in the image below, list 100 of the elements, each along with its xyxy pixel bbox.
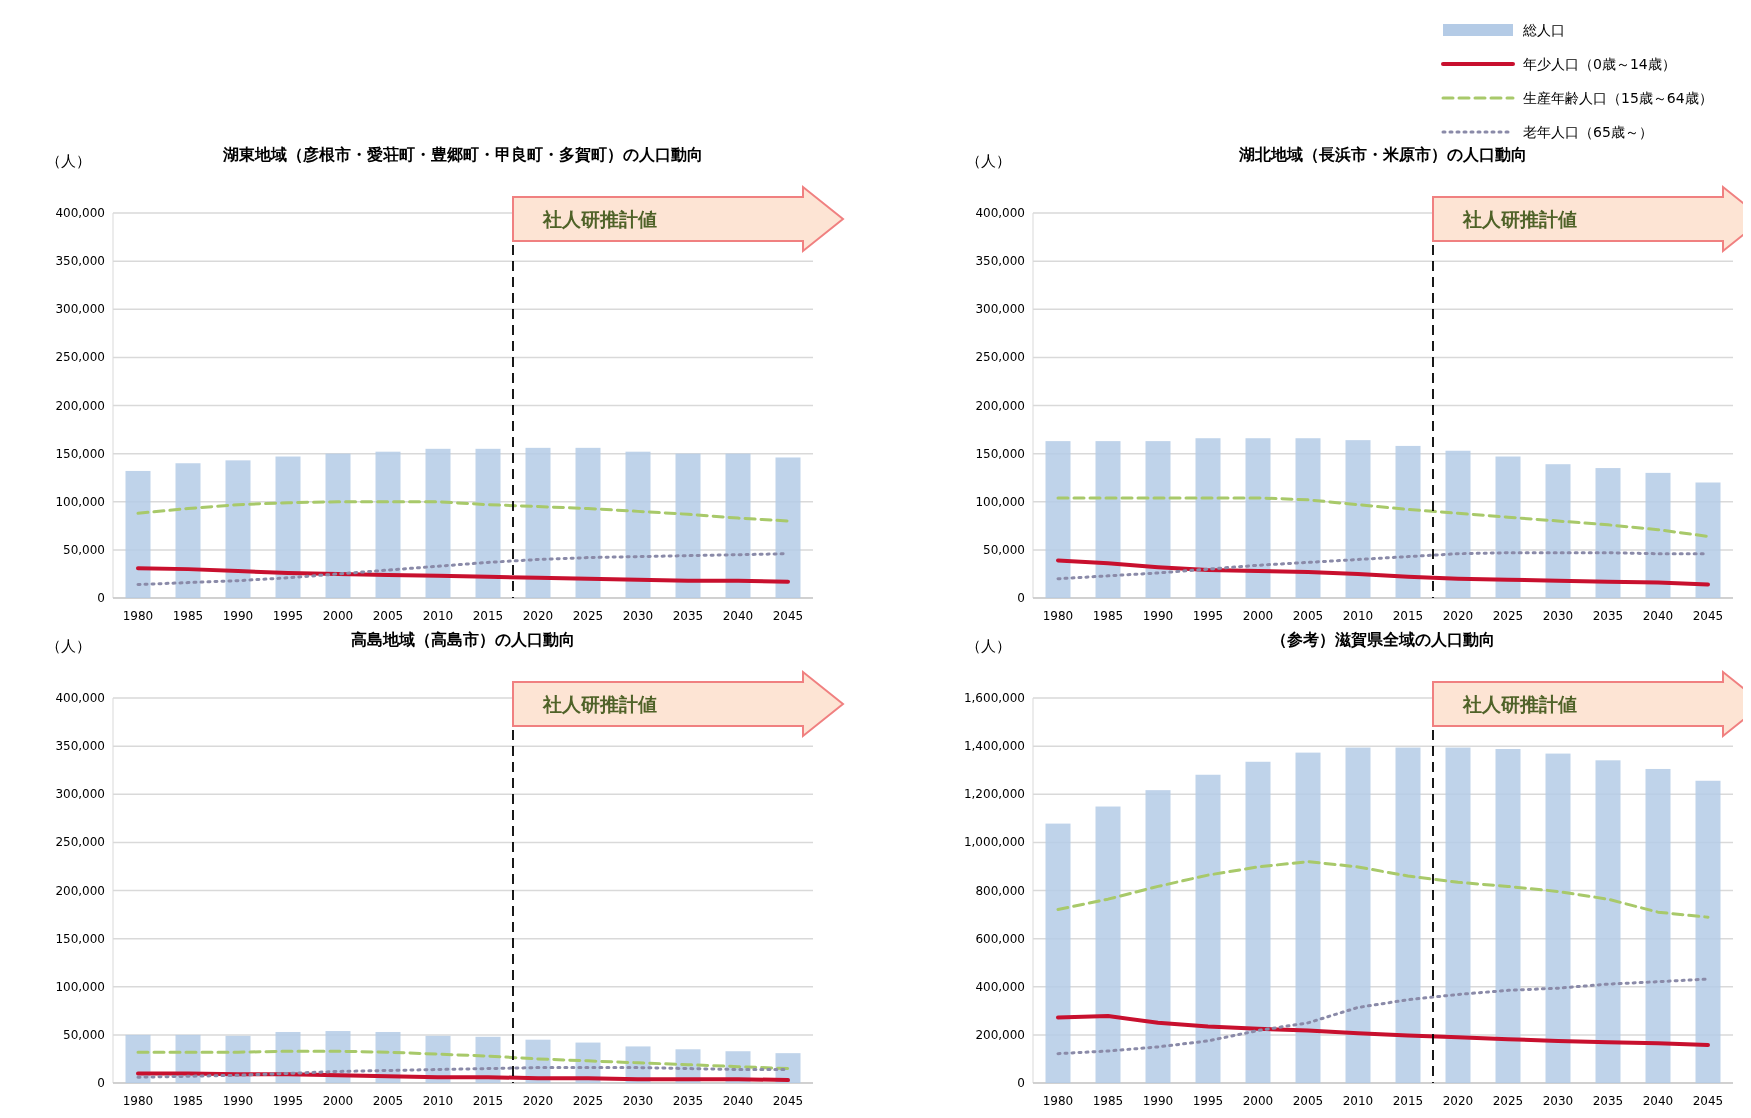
x-tick-label: 1990 <box>1142 609 1174 623</box>
x-tick-label: 2030 <box>1542 1094 1574 1108</box>
bar <box>125 470 151 598</box>
x-tick-label: 2040 <box>722 1094 754 1108</box>
bar <box>575 447 601 598</box>
x-tick-label: 2035 <box>672 1094 704 1108</box>
y-tick-label: 250,000 <box>55 350 105 365</box>
bar <box>1245 438 1271 598</box>
y-tick-label: 250,000 <box>55 835 105 850</box>
x-tick-label: 2010 <box>422 609 454 623</box>
line-series <box>1056 1014 1710 1047</box>
bar <box>1195 774 1221 1083</box>
y-axis-title: （人） <box>45 637 91 655</box>
x-tick-label: 2005 <box>1292 609 1324 623</box>
y-tick-label: 300,000 <box>55 787 105 802</box>
x-tick-label: 2040 <box>1642 609 1674 623</box>
y-tick-label: 350,000 <box>55 739 105 754</box>
x-tick-label: 2005 <box>1292 1094 1324 1108</box>
bar <box>1145 790 1171 1083</box>
line-series <box>136 1071 790 1083</box>
x-tick-label: 2020 <box>1442 1094 1474 1108</box>
x-tick-label: 2000 <box>322 609 354 623</box>
bar <box>175 463 201 598</box>
bar <box>1345 440 1371 598</box>
legend-label: 総人口 <box>1522 22 1565 38</box>
y-tick-label: 150,000 <box>55 446 105 461</box>
y-tick-label: 400,000 <box>975 206 1025 220</box>
ref-line-label: 社人研推計値 <box>1462 208 1577 230</box>
x-tick-label: 2000 <box>1242 1094 1274 1108</box>
bar <box>1695 482 1721 598</box>
x-tick-label: 1985 <box>1092 609 1124 623</box>
line-series <box>136 1049 790 1071</box>
legend-label: 年少人口（0歳～14歳） <box>1523 56 1676 72</box>
bar <box>425 448 451 598</box>
x-tick-label: 2040 <box>1642 1094 1674 1108</box>
bar <box>1295 438 1321 598</box>
x-tick-label: 2030 <box>622 1094 654 1108</box>
x-tick-label: 2000 <box>322 1094 354 1108</box>
x-tick-label: 2025 <box>572 1094 604 1108</box>
bar <box>725 453 751 598</box>
y-tick-label: 300,000 <box>975 302 1025 317</box>
bar <box>1395 445 1421 598</box>
y-tick-label: 0 <box>1017 1076 1025 1090</box>
x-tick-label: 1980 <box>122 1094 154 1108</box>
bar <box>1395 747 1421 1083</box>
x-tick-label: 2015 <box>1392 1094 1424 1108</box>
bar <box>775 457 801 598</box>
y-tick-label: 400,000 <box>975 979 1025 994</box>
x-tick-label: 2025 <box>572 609 604 623</box>
y-tick-label: 1,200,000 <box>963 787 1025 802</box>
chart-title: （参考）滋賀県全域の人口動向 <box>1271 630 1495 649</box>
y-tick-label: 200,000 <box>975 1027 1025 1042</box>
x-tick-label: 1985 <box>1092 1094 1124 1108</box>
y-tick-label: 350,000 <box>55 254 105 269</box>
x-tick-label: 2010 <box>1342 609 1374 623</box>
bar <box>1195 438 1221 598</box>
bar <box>1045 441 1071 598</box>
x-tick-label: 2045 <box>1692 609 1724 623</box>
x-tick-label: 2030 <box>1542 609 1574 623</box>
x-tick-label: 2040 <box>722 609 754 623</box>
y-tick-label: 250,000 <box>975 350 1025 365</box>
y-tick-label: 400,000 <box>55 206 105 220</box>
legend-label: 老年人口（65歳～） <box>1523 124 1653 140</box>
bar <box>525 447 551 598</box>
x-tick-label: 2015 <box>472 1094 504 1108</box>
bar <box>1495 749 1521 1083</box>
x-tick-label: 1990 <box>222 1094 254 1108</box>
bar <box>1645 472 1671 598</box>
bar <box>1595 468 1621 598</box>
x-tick-label: 1990 <box>222 609 254 623</box>
bar <box>475 448 501 598</box>
x-tick-label: 2020 <box>1442 609 1474 623</box>
y-tick-label: 50,000 <box>63 542 105 557</box>
x-tick-label: 1985 <box>172 609 204 623</box>
bar <box>1695 780 1721 1083</box>
x-tick-label: 2010 <box>1342 1094 1374 1108</box>
chart-title: 湖北地域（長浜市・米原市）の人口動向 <box>1238 145 1527 164</box>
line-series <box>1056 496 1710 538</box>
x-tick-label: 2045 <box>772 1094 804 1108</box>
x-tick-label: 1980 <box>1042 1094 1074 1108</box>
x-tick-label: 2005 <box>372 1094 404 1108</box>
bar <box>375 451 401 598</box>
bar <box>225 460 251 598</box>
x-tick-label: 2030 <box>622 609 654 623</box>
x-tick-label: 1980 <box>122 609 154 623</box>
ref-line-label: 社人研推計値 <box>542 208 657 230</box>
ref-line-label: 社人研推計値 <box>1462 693 1577 715</box>
bar <box>1645 768 1671 1083</box>
y-tick-label: 600,000 <box>975 931 1025 946</box>
bar <box>1445 747 1471 1083</box>
y-tick-label: 800,000 <box>975 883 1025 898</box>
bar <box>1545 464 1571 598</box>
y-axis-title: （人） <box>45 152 91 170</box>
y-tick-label: 0 <box>1017 591 1025 605</box>
x-tick-label: 2045 <box>772 609 804 623</box>
bar <box>1445 450 1471 598</box>
line-series <box>1056 558 1710 587</box>
bar <box>1295 752 1321 1083</box>
x-tick-label: 2045 <box>1692 1094 1724 1108</box>
y-tick-label: 200,000 <box>975 398 1025 413</box>
